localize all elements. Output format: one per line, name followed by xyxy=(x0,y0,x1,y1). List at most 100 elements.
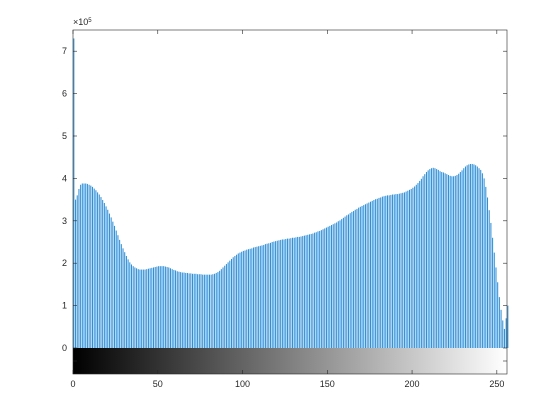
histogram-bar xyxy=(463,168,464,348)
histogram-bar xyxy=(173,270,174,348)
histogram-bar xyxy=(477,167,478,348)
histogram-bar xyxy=(180,272,181,348)
histogram-bar xyxy=(450,176,451,348)
histogram-bar xyxy=(116,231,117,348)
histogram-bar xyxy=(375,199,376,348)
histogram-bar xyxy=(338,221,339,348)
histogram-bar xyxy=(446,174,447,348)
histogram-bar xyxy=(126,256,127,348)
histogram-bar xyxy=(343,218,344,348)
histogram-bar xyxy=(467,165,468,348)
histogram-bar xyxy=(292,238,293,348)
histogram-bar xyxy=(112,222,113,348)
histogram-bar xyxy=(365,204,366,348)
histogram-bar xyxy=(502,320,503,348)
histogram-bar xyxy=(417,183,418,348)
histogram-bar xyxy=(504,329,505,348)
histogram-bar xyxy=(409,190,410,348)
histogram-bar xyxy=(482,173,483,348)
histogram-bar xyxy=(178,272,179,348)
histogram-bar xyxy=(223,267,224,348)
histogram-bar xyxy=(348,214,349,348)
histogram-bar xyxy=(419,181,420,348)
histogram-bar xyxy=(136,268,137,348)
histogram-bar xyxy=(177,271,178,348)
histogram-bar xyxy=(462,170,463,348)
histogram-bar xyxy=(258,246,259,348)
histogram-bar xyxy=(124,252,125,348)
histogram-bar xyxy=(426,172,427,348)
histogram-bar xyxy=(109,214,110,348)
histogram-bar xyxy=(85,183,86,348)
histogram-bar xyxy=(212,274,213,348)
histogram-bar xyxy=(380,197,381,348)
histogram-bar xyxy=(440,171,441,348)
histogram-bar xyxy=(317,231,318,348)
histogram-bar xyxy=(102,200,103,348)
histogram-bar xyxy=(245,250,246,348)
histogram-bar xyxy=(480,170,481,348)
histogram-bar xyxy=(336,223,337,349)
histogram-bar xyxy=(97,192,98,348)
histogram-bar xyxy=(155,267,156,348)
histogram-bar xyxy=(377,199,378,348)
histogram-bar xyxy=(284,239,285,348)
y-tick-label: 0 xyxy=(62,343,67,353)
histogram-bar xyxy=(243,251,244,348)
histogram-bar xyxy=(255,247,256,348)
histogram-bar xyxy=(189,273,190,348)
histogram-bar xyxy=(287,239,288,348)
histogram-bar xyxy=(231,259,232,348)
histogram-bar xyxy=(238,253,239,348)
histogram-bar xyxy=(246,250,247,348)
histogram-bar xyxy=(106,206,107,348)
histogram-bar xyxy=(497,282,498,348)
histogram-bar xyxy=(479,168,480,348)
histogram-bar xyxy=(89,185,90,348)
histogram-bar xyxy=(122,248,123,348)
histogram-bar xyxy=(151,268,152,348)
histogram-bar xyxy=(117,235,118,348)
histogram-bar xyxy=(356,209,357,348)
histogram-bar xyxy=(121,244,122,348)
histogram-bar xyxy=(260,246,261,348)
histogram-bar xyxy=(362,206,363,348)
histogram-bar xyxy=(143,270,144,348)
histogram-bar xyxy=(438,170,439,348)
histogram-bar xyxy=(394,195,395,348)
histogram-bar xyxy=(256,247,257,348)
histogram-bar xyxy=(434,168,435,348)
histogram-bar xyxy=(199,274,200,348)
histogram-bar xyxy=(134,267,135,348)
histogram-bar xyxy=(94,189,95,348)
x-tick-labels: 0 50 100 150 200 250 xyxy=(70,379,504,389)
histogram-bar xyxy=(311,234,312,348)
histogram-bar xyxy=(83,183,84,348)
histogram-bar xyxy=(290,238,291,348)
histogram-bar xyxy=(341,219,342,348)
histogram-bar xyxy=(294,238,295,348)
histogram-bar xyxy=(253,248,254,348)
histogram-bar xyxy=(424,174,425,348)
histogram-bar xyxy=(456,175,457,348)
histogram-bar xyxy=(414,186,415,348)
histogram-bar xyxy=(138,269,139,348)
histogram-bar xyxy=(197,274,198,348)
histogram-bar xyxy=(378,198,379,348)
histogram-bar xyxy=(250,249,251,348)
x-tick-label: 0 xyxy=(70,379,75,389)
histogram-bar xyxy=(487,197,488,348)
histogram-bar xyxy=(273,242,274,348)
histogram-bar xyxy=(372,201,373,348)
histogram-bar xyxy=(282,239,283,348)
histogram-bar xyxy=(172,269,173,348)
histogram-bar xyxy=(473,164,474,348)
histogram-bar xyxy=(314,233,315,348)
histogram-bar xyxy=(153,267,154,348)
histogram-bar xyxy=(200,274,201,348)
histogram-bar xyxy=(139,270,140,348)
x-tick-label: 200 xyxy=(405,379,420,389)
histogram-bar xyxy=(195,274,196,348)
histogram-bar xyxy=(80,185,81,348)
